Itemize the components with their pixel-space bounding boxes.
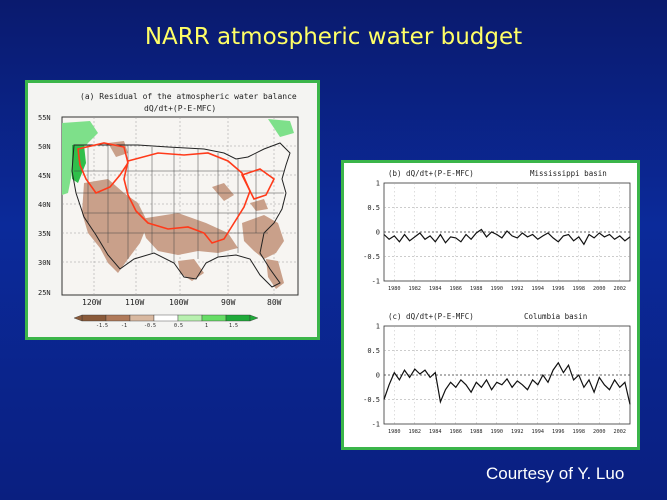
- svg-text:-0.5: -0.5: [144, 323, 156, 329]
- svg-text:120W: 120W: [82, 298, 101, 307]
- svg-text:1: 1: [205, 323, 208, 329]
- chart-annotation: Mississippi basin: [530, 169, 607, 178]
- svg-text:25N: 25N: [38, 289, 51, 297]
- x-tick-label: 1986: [450, 429, 463, 435]
- x-tick-label: 1980: [388, 429, 401, 435]
- colorbar-swatch: [177, 314, 203, 322]
- x-tick-label: 2000: [593, 429, 606, 435]
- chart-title: (c) dQ/dt+(P-E-MFC): [388, 312, 474, 321]
- svg-text:-1: -1: [121, 323, 127, 329]
- x-tick-label: 1994: [532, 286, 545, 292]
- x-tick-label: 1990: [491, 429, 504, 435]
- x-tick-label: 1982: [409, 429, 422, 435]
- timeseries-panel: (b) dQ/dt+(P-E-MFC) Mississippi basin 1 0…: [341, 160, 640, 450]
- svg-text:100W: 100W: [169, 298, 188, 307]
- x-tick-label: 2002: [614, 429, 627, 435]
- svg-text:50N: 50N: [38, 143, 51, 151]
- colorbar-arrow-right: [249, 314, 259, 322]
- x-tick-label: 1998: [573, 286, 586, 292]
- colorbar-swatch: [153, 314, 179, 322]
- svg-text:110W: 110W: [125, 298, 144, 307]
- series-line: [383, 228, 631, 246]
- colorbar-labels: -1.5 -1 -0.5 0.5 1 1.5: [96, 323, 238, 329]
- svg-text:90W: 90W: [221, 298, 236, 307]
- x-tick-label: 1988: [470, 429, 483, 435]
- colorbar-swatch: [81, 314, 107, 322]
- colorbar-swatch: [201, 314, 227, 322]
- x-tick-label: 1980: [388, 286, 401, 292]
- chart-title: (b) dQ/dt+(P-E-MFC): [388, 169, 474, 178]
- series-line: [383, 361, 631, 405]
- x-tick-label: 1992: [511, 286, 524, 292]
- x-tick-label: 1982: [409, 286, 422, 292]
- y-tick-label: -0.5: [363, 396, 380, 404]
- x-tick-label: 2000: [593, 286, 606, 292]
- y-tick-label: 0.5: [367, 204, 380, 212]
- x-tick-label: 1992: [511, 429, 524, 435]
- colorbar-swatch: [225, 314, 251, 322]
- svg-text:-1.5: -1.5: [96, 323, 108, 329]
- us-outline: [71, 142, 291, 288]
- longitude-labels: 120W 110W 100W 90W 80W: [82, 298, 282, 307]
- residual-map-panel: (a) Residual of the atmospheric water ba…: [25, 80, 320, 340]
- x-tick-label: 1988: [470, 286, 483, 292]
- slide-title: NARR atmospheric water budget: [144, 24, 523, 50]
- map-title: (a) Residual of the atmospheric water ba…: [80, 92, 297, 101]
- map-subtitle: dQ/dt+(P-E-MFC): [144, 104, 216, 113]
- mississippi-basin-outline: [123, 152, 251, 244]
- chart-annotation: Columbia basin: [524, 312, 587, 321]
- y-tick-label: -1: [372, 421, 380, 429]
- y-tick-label: -1: [372, 278, 380, 286]
- mississippi-basin-chart: (b) dQ/dt+(P-E-MFC) Mississippi basin 1 0…: [363, 169, 631, 292]
- x-tick-label: 1996: [552, 429, 565, 435]
- timeseries-charts: (b) dQ/dt+(P-E-MFC) Mississippi basin 1 0…: [363, 169, 631, 435]
- svg-text:35N: 35N: [38, 230, 51, 238]
- svg-text:80W: 80W: [267, 298, 282, 307]
- colorbar-arrow-left: [73, 314, 83, 322]
- colorbar-swatch: [105, 314, 131, 322]
- y-tick-label: 0: [376, 372, 380, 380]
- svg-text:45N: 45N: [38, 172, 51, 180]
- columbia-basin-outline: [77, 142, 129, 194]
- x-tick-label: 1994: [532, 429, 545, 435]
- x-tick-label: 1984: [429, 429, 442, 435]
- svg-text:55N: 55N: [38, 114, 51, 122]
- x-tick-label: 1996: [552, 286, 565, 292]
- svg-text:1.5: 1.5: [229, 323, 238, 329]
- svg-text:30N: 30N: [38, 259, 51, 267]
- x-tick-label: 2002: [614, 286, 627, 292]
- y-tick-label: 0.5: [367, 347, 380, 355]
- map-colorbar: [73, 314, 259, 322]
- x-tick-label: 1990: [491, 286, 504, 292]
- y-tick-label: 1: [376, 180, 380, 188]
- svg-text:0.5: 0.5: [174, 323, 183, 329]
- x-tick-label: 1986: [450, 286, 463, 292]
- residual-map: (a) Residual of the atmospheric water ba…: [38, 92, 299, 329]
- y-tick-label: -0.5: [363, 253, 380, 261]
- latitude-labels: 55N 50N 45N 40N 35N 30N 25N: [38, 114, 51, 297]
- y-tick-label: 0: [376, 229, 380, 237]
- svg-text:40N: 40N: [38, 201, 51, 209]
- x-tick-label: 1984: [429, 286, 442, 292]
- x-tick-label: 1998: [573, 429, 586, 435]
- colorbar-swatch: [129, 314, 155, 322]
- basin-outlines: [77, 142, 276, 244]
- credit-text: Courtesy of Y. Luo: [486, 464, 625, 483]
- columbia-basin-chart: (c) dQ/dt+(P-E-MFC) Columbia basin 1 0.5 0…: [363, 312, 631, 435]
- y-tick-label: 1: [376, 323, 380, 331]
